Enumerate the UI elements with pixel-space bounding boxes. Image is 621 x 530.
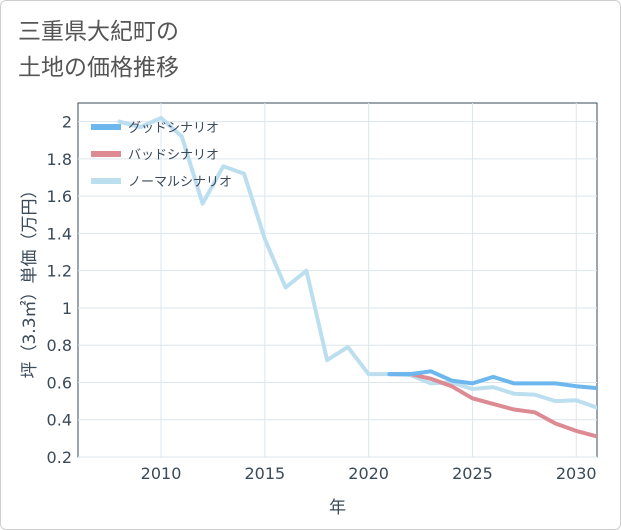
legend-label-1: バッドシナリオ: [128, 148, 219, 163]
y-tick-label: 1.4: [47, 224, 72, 243]
series-line-2: [117, 115, 597, 410]
series-line-1: [387, 372, 597, 439]
plot-area: [77, 102, 598, 458]
y-tick-label: 2: [62, 113, 72, 132]
x-tick-label: 2025: [452, 464, 493, 483]
series-lines: [117, 115, 597, 439]
y-tick-label: 0.6: [47, 373, 72, 392]
y-axis-label: 坪（3.3㎡）単価（万円）: [20, 181, 40, 378]
series-line-0: [387, 369, 597, 391]
chart-title-line-2: 土地の価格推移: [18, 55, 179, 81]
chart-title-line-1: 三重県大紀町の: [18, 19, 179, 45]
chart-title: 三重県大紀町の 土地の価格推移: [18, 14, 179, 86]
y-tick-label: 0.2: [47, 448, 72, 467]
legend-label-2: ノーマルシナリオ: [128, 175, 232, 190]
x-tick-label: 2010: [141, 464, 182, 483]
x-tick-label: 2030: [556, 464, 597, 483]
x-axis-label: 年: [329, 498, 346, 518]
y-tick-label: 1: [62, 299, 72, 318]
x-axis-ticks: 2010 2015 2020 2025 2030: [141, 464, 597, 483]
y-tick-label: 1.2: [47, 262, 72, 281]
x-tick-label: 2020: [348, 464, 389, 483]
x-tick-label: 2015: [244, 464, 285, 483]
y-tick-label: 0.8: [47, 336, 72, 355]
y-tick-label: 1.6: [47, 187, 72, 206]
y-tick-label: 1.8: [47, 150, 72, 169]
legend-label-0: グッドシナリオ: [128, 121, 219, 136]
y-axis-ticks: 0.2 0.4 0.6 0.8 1 1.2 1.4 1.6 1.8 2: [47, 113, 72, 467]
y-tick-label: 0.4: [47, 411, 72, 430]
